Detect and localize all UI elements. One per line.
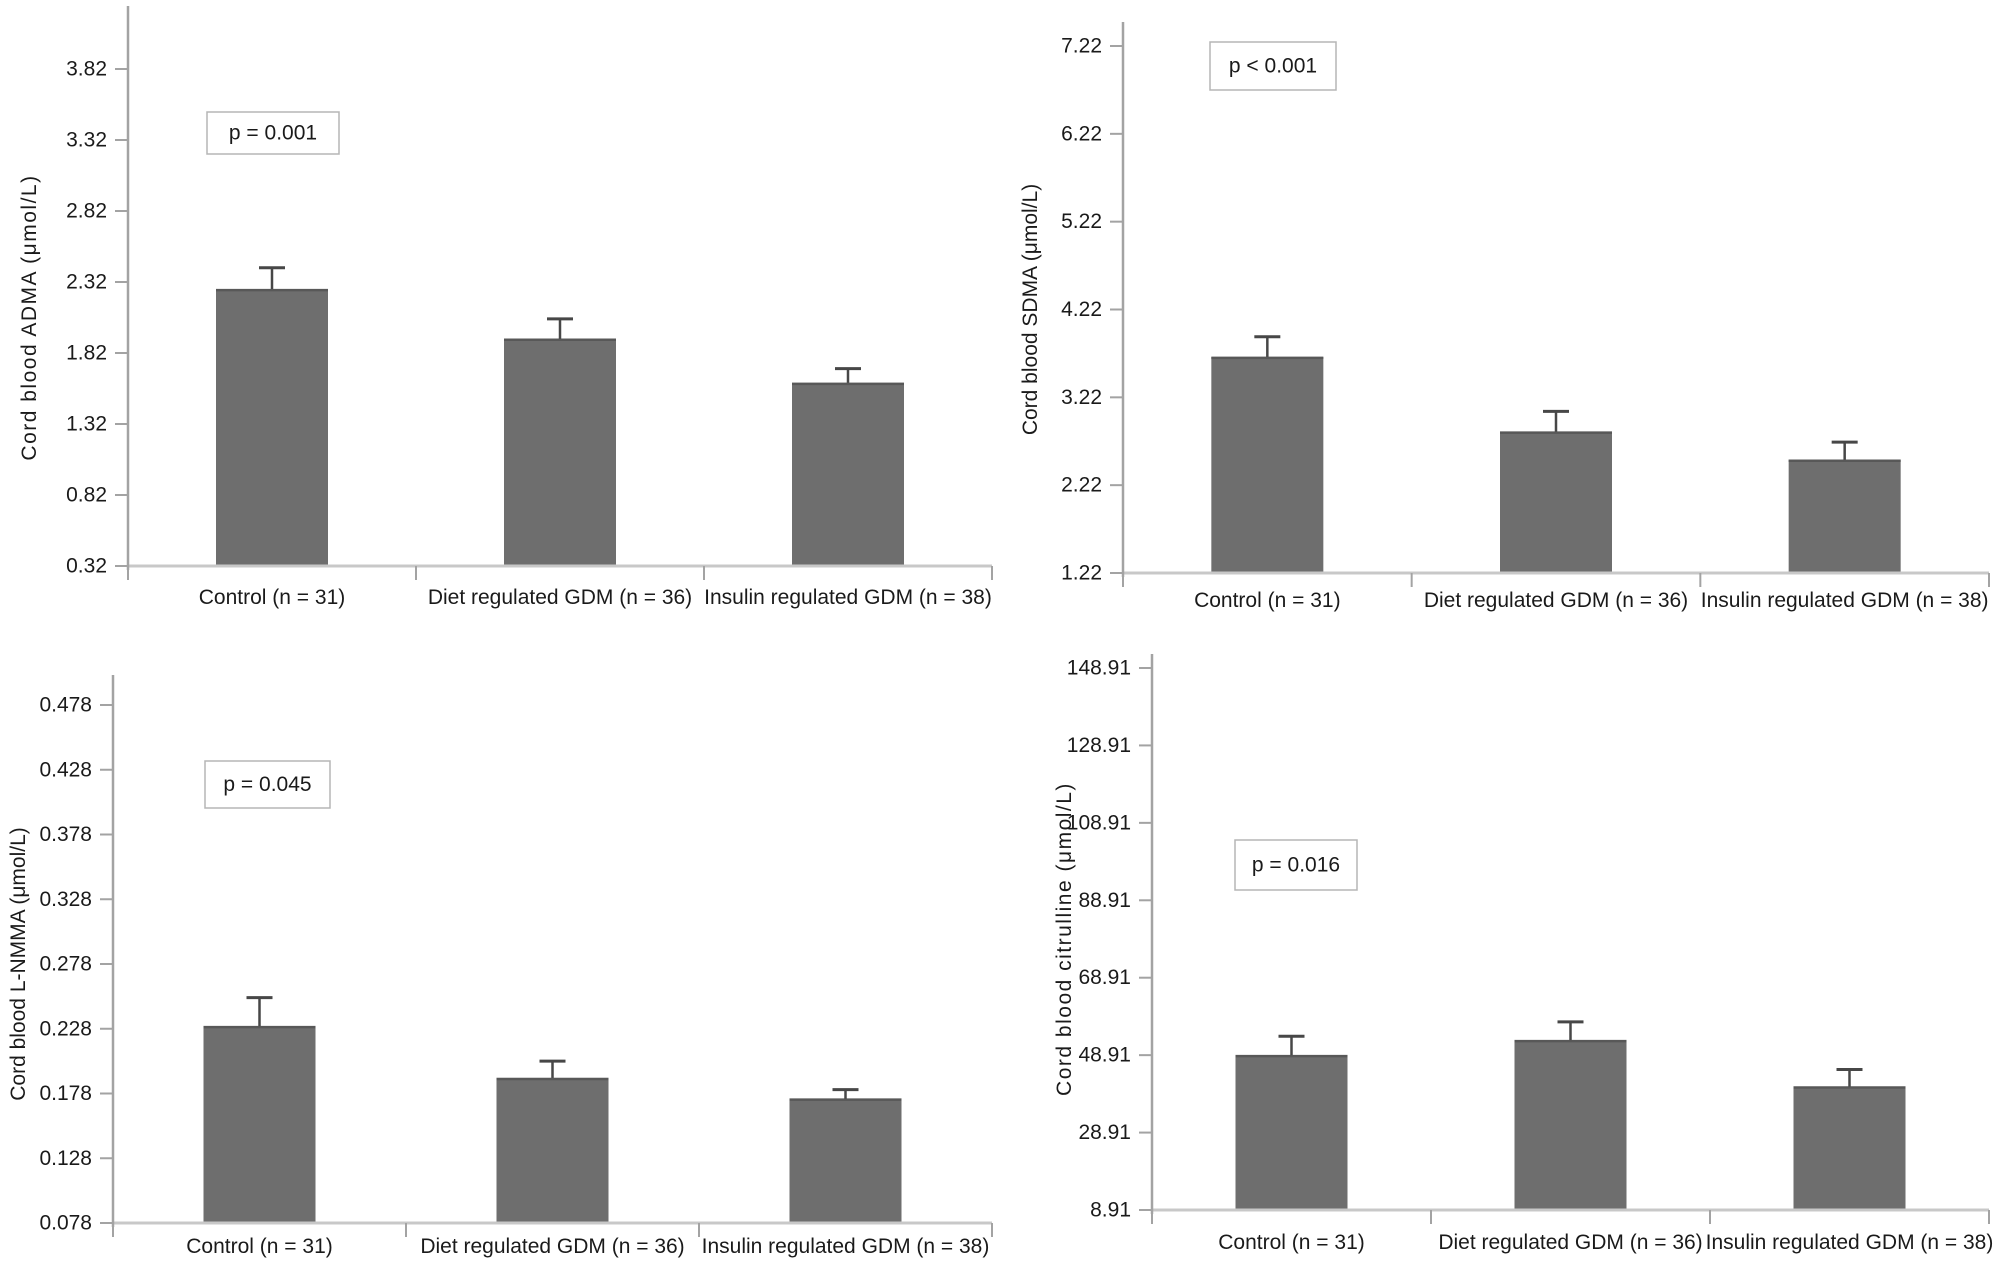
y-tick-label: 108.91 bbox=[1067, 811, 1131, 834]
bar-citrulline-2 bbox=[1793, 1086, 1906, 1210]
p-value-box bbox=[206, 111, 340, 155]
chart-panel-citrulline: 148.91 128.91 108.91 88.91 68.91 48.91 28.91 8.… bbox=[997, 632, 1993, 1263]
p-value-label: p < 0.001 bbox=[1229, 55, 1317, 78]
x-category-label: Control (n = 31) bbox=[199, 586, 346, 609]
y-tick-label: 0.378 bbox=[39, 823, 92, 846]
y-tick-label: 0.278 bbox=[39, 953, 92, 976]
bar-chart-sdma: 7.22 6.22 5.22 4.22 3.22 2.22 1.22 Control (n =… bbox=[1019, 22, 1990, 612]
x-category-label: Insulin regulated GDM (n = 38) bbox=[704, 586, 992, 609]
y-tick-label: 1.82 bbox=[66, 342, 107, 365]
y-tick-label: 48.91 bbox=[1078, 1044, 1131, 1067]
y-tick-label: 6.22 bbox=[1061, 122, 1102, 145]
y-tick-label: 3.22 bbox=[1061, 386, 1102, 409]
chart-panel-adma: 3.82 3.32 2.82 2.32 1.82 1.32 0.82 0.32 Control … bbox=[0, 0, 996, 631]
bar-citrulline-1 bbox=[1514, 1040, 1627, 1210]
bar-sdma-2 bbox=[1788, 459, 1901, 573]
x-category-label: Diet regulated GDM (n = 36) bbox=[1438, 1231, 1702, 1254]
bar-sdma-0 bbox=[1211, 356, 1324, 573]
y-tick-label: 0.078 bbox=[39, 1212, 92, 1235]
bar-adma-2 bbox=[792, 382, 904, 566]
x-category-label: Insulin regulated GDM (n = 38) bbox=[702, 1235, 990, 1258]
y-tick-label: 0.178 bbox=[39, 1082, 92, 1105]
x-category-label: Control (n = 31) bbox=[186, 1235, 333, 1258]
bar-adma-1 bbox=[504, 338, 616, 566]
x-category-label: Diet regulated GDM (n = 36) bbox=[1424, 589, 1688, 612]
y-tick-label: 1.32 bbox=[66, 413, 107, 436]
y-tick-label: 0.82 bbox=[66, 484, 107, 507]
bar-citrulline-0 bbox=[1235, 1055, 1348, 1210]
y-tick-label: 0.32 bbox=[66, 555, 107, 578]
y-axis-title: Cord blood L-NMMA (μmol/L) bbox=[7, 827, 30, 1101]
p-value-box bbox=[204, 760, 331, 809]
y-axis-title: Cord blood ADMA (μmol/L) bbox=[18, 174, 41, 460]
y-tick-label: 3.82 bbox=[66, 58, 107, 81]
y-tick-label: 0.228 bbox=[39, 1017, 92, 1040]
bar-sdma-1 bbox=[1500, 431, 1612, 573]
y-tick-label: 148.91 bbox=[1067, 657, 1131, 680]
p-value-label: p = 0.045 bbox=[223, 773, 311, 796]
x-category-label: Insulin regulated GDM (n = 38) bbox=[1706, 1231, 1993, 1254]
y-axis-title: Cord blood citrulline (μmol/L) bbox=[1053, 782, 1076, 1096]
bar-chart-lnmma: 0.478 0.428 0.378 0.328 0.278 0.228 0.178 0.128… bbox=[7, 675, 993, 1258]
bar-lnmma-2 bbox=[789, 1098, 902, 1223]
chart-panel-lnmma: 0.478 0.428 0.378 0.328 0.278 0.228 0.178 0.128… bbox=[0, 632, 996, 1263]
p-value-label: p = 0.001 bbox=[229, 122, 317, 145]
y-tick-label: 1.22 bbox=[1061, 562, 1102, 585]
x-category-label: Insulin regulated GDM (n = 38) bbox=[1701, 589, 1989, 612]
x-category-label: Control (n = 31) bbox=[1194, 589, 1341, 612]
y-tick-label: 8.91 bbox=[1090, 1199, 1131, 1222]
bar-adma-0 bbox=[216, 289, 328, 566]
chart-panel-sdma: 7.22 6.22 5.22 4.22 3.22 2.22 1.22 Control (n =… bbox=[997, 0, 1993, 631]
p-value-box bbox=[1209, 41, 1337, 91]
y-tick-label: 0.478 bbox=[39, 694, 92, 717]
y-tick-label: 0.328 bbox=[39, 888, 92, 911]
p-value-box bbox=[1234, 839, 1358, 891]
y-tick-label: 4.22 bbox=[1061, 298, 1102, 321]
bar-lnmma-1 bbox=[496, 1077, 609, 1223]
y-tick-label: 2.32 bbox=[66, 271, 107, 294]
p-value-label: p = 0.016 bbox=[1252, 854, 1340, 877]
y-tick-label: 7.22 bbox=[1061, 35, 1102, 58]
y-tick-label: 3.32 bbox=[66, 129, 107, 152]
x-category-label: Diet regulated GDM (n = 36) bbox=[420, 1235, 684, 1258]
y-axis-title: Cord blood SDMA (μmol/L) bbox=[1019, 184, 1042, 435]
y-tick-label: 2.22 bbox=[1061, 474, 1102, 497]
y-tick-label: 0.128 bbox=[39, 1147, 92, 1170]
y-tick-label: 28.91 bbox=[1078, 1121, 1131, 1144]
x-category-label: Control (n = 31) bbox=[1218, 1231, 1365, 1254]
x-category-label: Diet regulated GDM (n = 36) bbox=[428, 586, 692, 609]
y-tick-label: 0.428 bbox=[39, 758, 92, 781]
y-tick-label: 5.22 bbox=[1061, 210, 1102, 233]
y-tick-label: 2.82 bbox=[66, 200, 107, 223]
y-tick-label: 88.91 bbox=[1078, 889, 1131, 912]
bar-lnmma-0 bbox=[203, 1026, 316, 1223]
bar-chart-citrulline: 148.91 128.91 108.91 88.91 68.91 48.91 28.91 8.… bbox=[1053, 654, 1993, 1254]
y-tick-label: 128.91 bbox=[1067, 734, 1131, 757]
bar-chart-adma: 3.82 3.32 2.82 2.32 1.82 1.32 0.82 0.32 Control … bbox=[18, 6, 993, 609]
y-tick-label: 68.91 bbox=[1078, 966, 1131, 989]
